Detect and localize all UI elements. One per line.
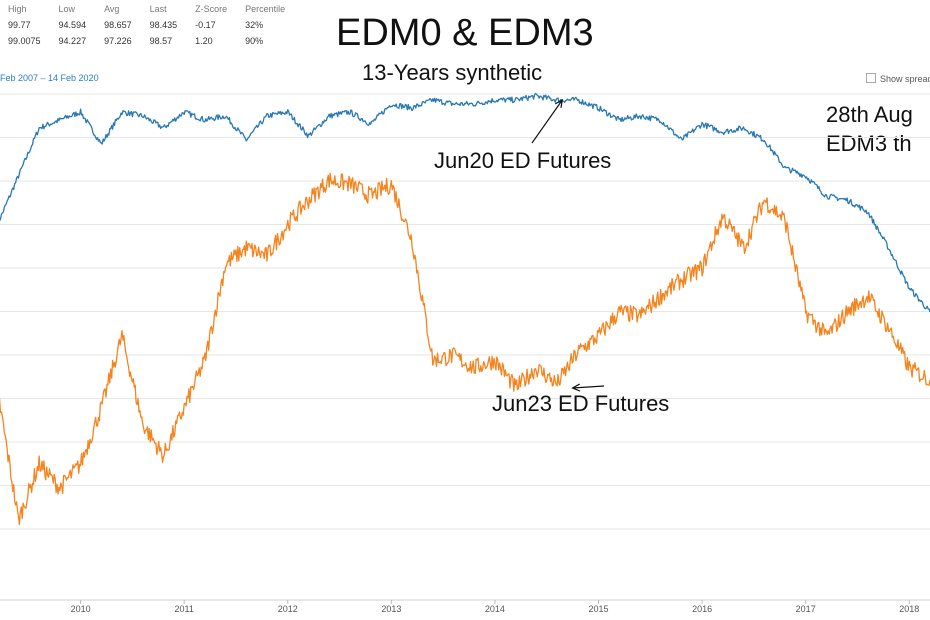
date-range-link[interactable]: Feb 2007 – 14 Feb 2020 [0,73,99,83]
x-tick-label: 2018 [899,604,919,614]
stats-table: High Low Avg Last Z-Score Percentile 99.… [8,4,303,52]
stats-header-row: High Low Avg Last Z-Score Percentile [8,4,303,20]
stats-cell: 97.226 [104,36,132,46]
chart-subtitle: 13-Years synthetic [362,60,543,85]
annotation-label: Jun20 ED Futures [434,148,611,173]
stats-cell: 1.20 [195,36,213,46]
x-tick-label: 2016 [692,604,712,614]
stats-panel: High Low Avg Last Z-Score Percentile 99.… [8,4,303,52]
note-line: 28th Aug [826,102,913,127]
stats-cell: 98.435 [149,20,178,30]
x-tick-label: 2010 [71,604,91,614]
checkbox-icon[interactable] [866,73,876,83]
stats-header: High [8,4,27,14]
stats-cell: 32% [245,20,264,30]
annotation-arrow [572,385,605,389]
stats-header: Z-Score [195,4,228,14]
series-layer [0,92,930,526]
stats-cell: 98.657 [104,20,132,30]
x-tick-label: 2015 [589,604,609,614]
stats-cell: 94.227 [58,36,87,46]
show-spread-label: Show spread [880,74,930,84]
x-tick-label: 2017 [796,604,816,614]
series-line-jun23 [0,172,930,526]
stats-cell: 99.0075 [8,36,41,46]
stats-cell: 98.57 [149,36,173,46]
arrow-head-icon [571,383,581,392]
stats-cell: -0.17 [195,20,216,30]
chart-title: EDM0 & EDM3 [336,12,594,54]
stats-cell: 90% [245,36,264,46]
show-spread-toggle[interactable]: Show spread [866,73,930,84]
annotation-note: 28th Aug EDM3 th [826,100,913,158]
series-line-jun20 [0,92,930,313]
stats-header: Percentile [245,4,286,14]
x-tick-label: 2014 [485,604,505,614]
stats-row: 99.0075 94.227 97.226 98.57 1.20 90% [8,36,303,52]
stats-header: Last [149,4,167,14]
stats-cell: 99.77 [8,20,31,30]
x-tick-label: 2012 [278,604,298,614]
note-line: EDM3 th [826,131,912,156]
annotations-layer: Jun20 ED Futures Jun23 ED Futures [434,98,669,416]
stats-header: Avg [104,4,120,14]
x-axis: 2010 2011 2012 2013 2014 2015 2016 2017 2018 [71,600,919,614]
arrow-head-icon [554,98,564,108]
annotation-label: Jun23 ED Futures [492,391,669,416]
x-tick-label: 2011 [174,604,193,614]
line-chart: 2010 2011 2012 2013 2014 2015 2016 2017 2018 Jun… [0,92,930,614]
grid-lines [0,93,930,601]
stats-header: Low [58,4,76,14]
annotation-arrow [531,99,563,144]
x-tick-label: 2013 [381,604,401,614]
stats-cell: 94.594 [58,20,87,30]
stats-row: 99.77 94.594 98.657 98.435 -0.17 32% [8,20,303,36]
